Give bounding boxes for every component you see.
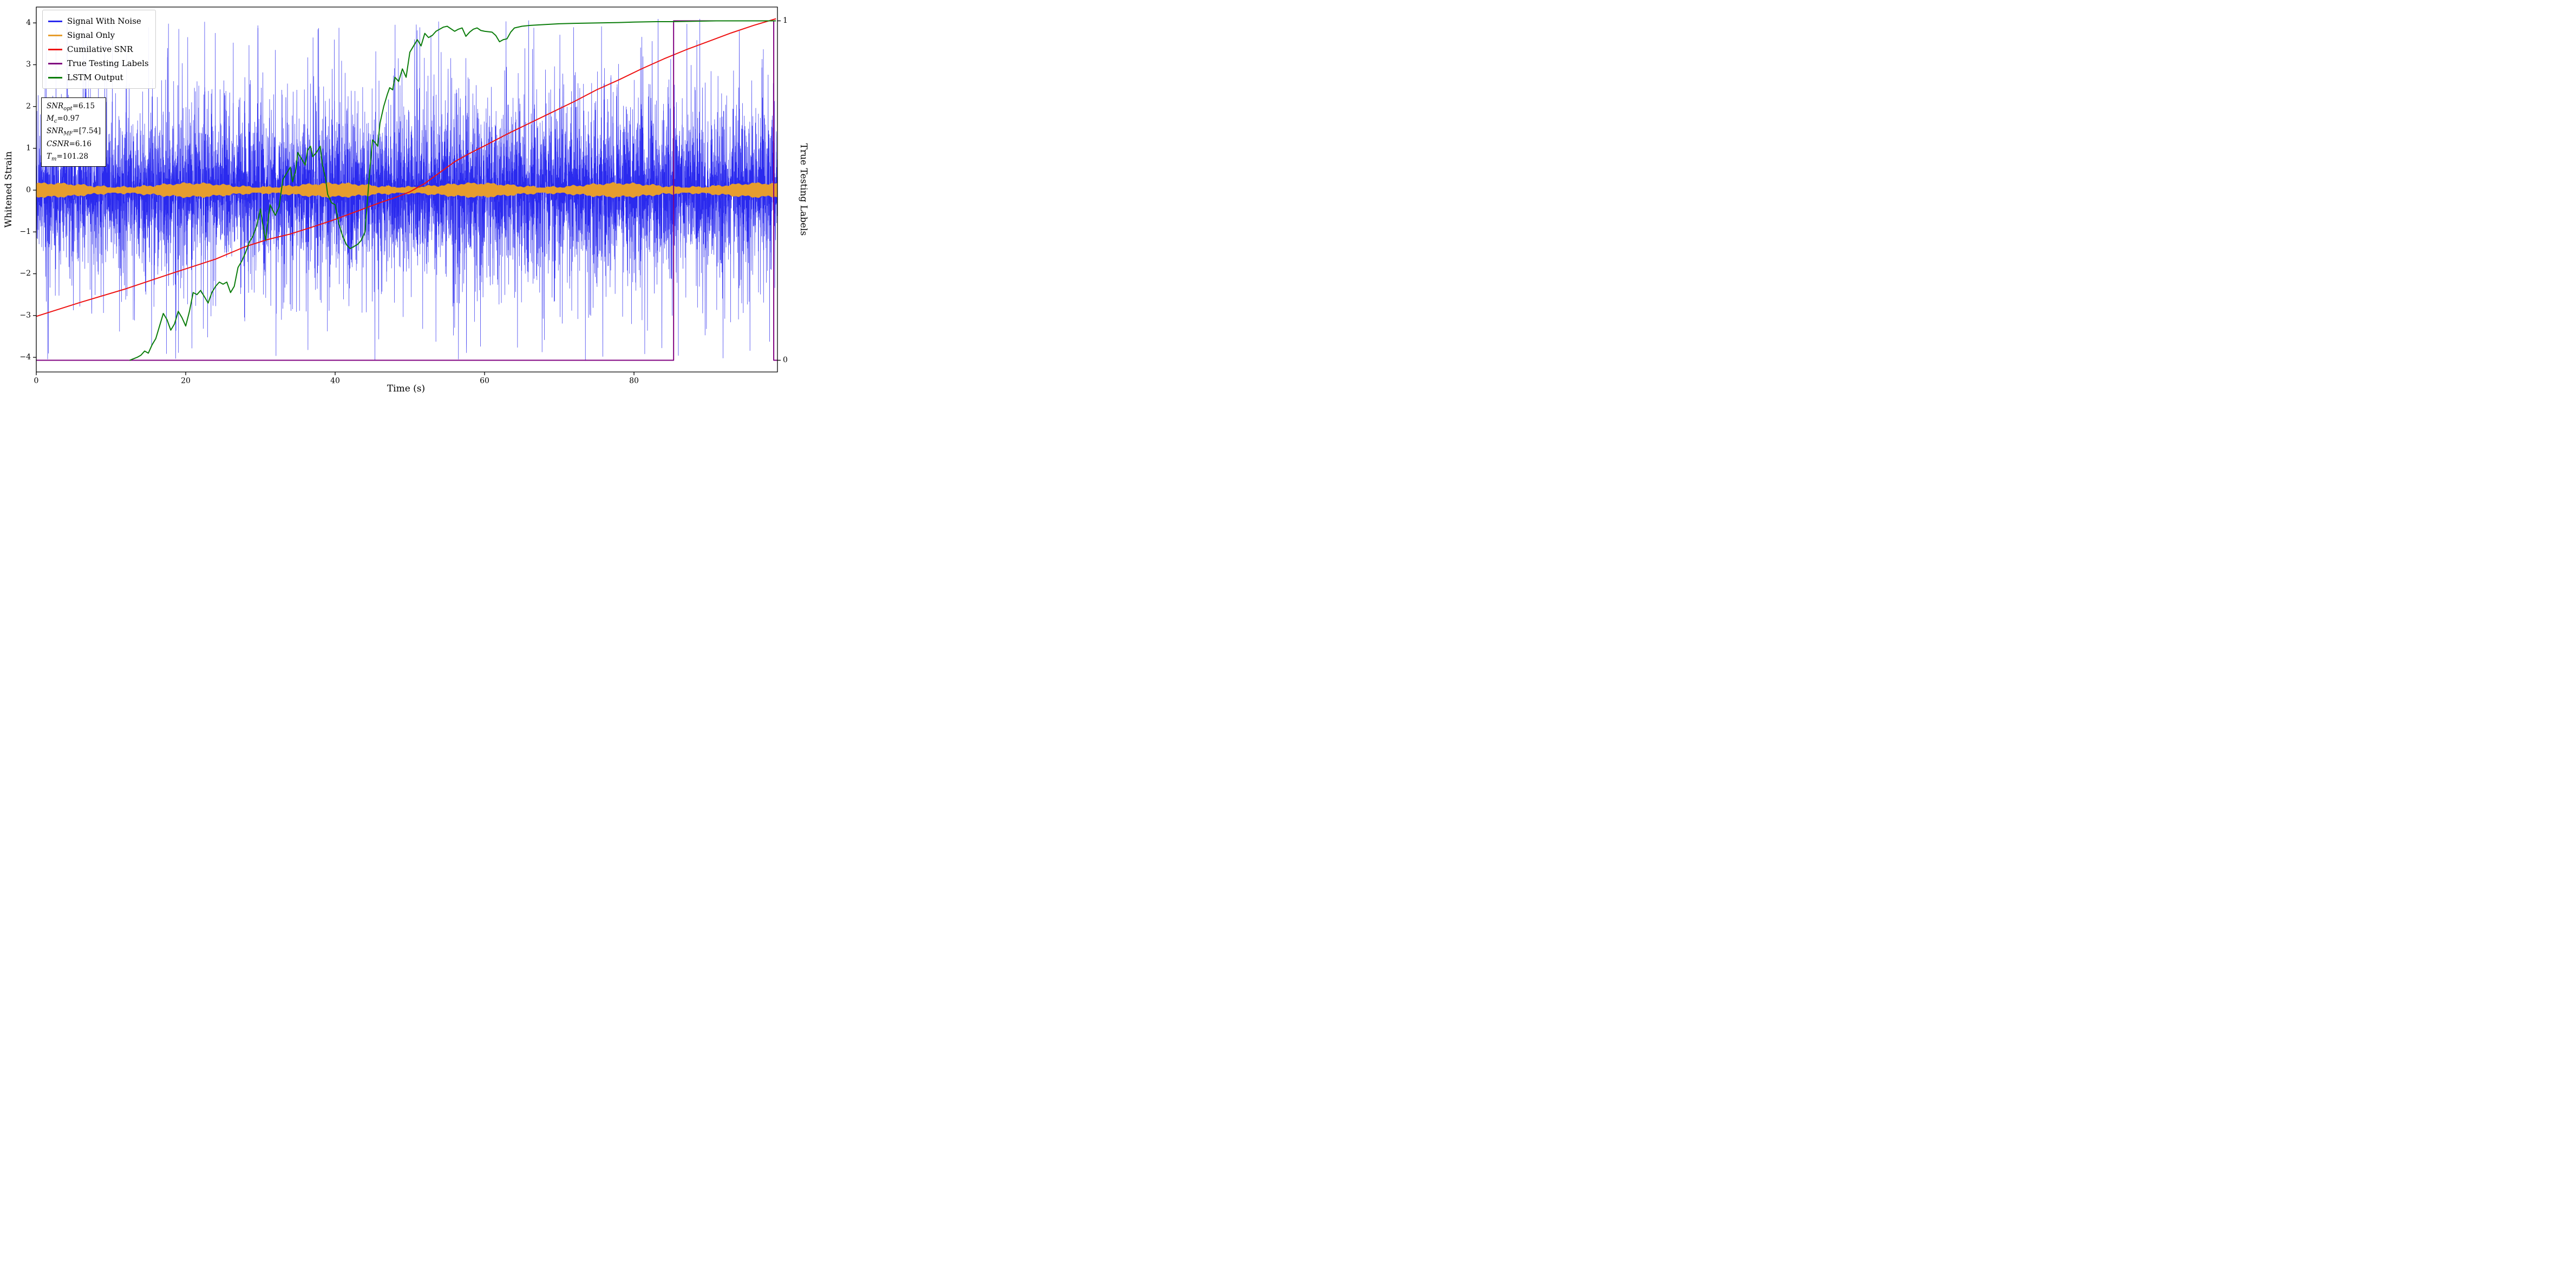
annotation-line-tm: Tm=101.28	[47, 152, 89, 162]
y-axis-label-right: True Testing Labels	[798, 143, 809, 236]
annotation-line-snr-mf: SNRMF=[7.54]	[47, 127, 101, 138]
legend-label: LSTM Output	[67, 73, 123, 82]
legend-swatch-cumulative-snr	[48, 48, 62, 50]
legend-item: Signal With Noise	[48, 14, 149, 28]
legend-label: Signal Only	[67, 30, 115, 40]
y-axis-label-left: Whitened Strain	[3, 151, 14, 228]
legend-label: Signal With Noise	[67, 16, 141, 26]
figure: Time (s) Whitened Strain True Testing La…	[0, 0, 812, 402]
x-axis-label: Time (s)	[387, 383, 426, 394]
annotation-box: SNRopt=6.15 Mc=0.97 SNRMF=[7.54] CSNR=6.…	[41, 97, 107, 167]
legend-item: True Testing Labels	[48, 56, 149, 70]
legend-swatch-true-testing-labels	[48, 62, 62, 64]
legend-item: LSTM Output	[48, 70, 149, 84]
legend-swatch-signal-only	[48, 34, 62, 36]
legend-label: True Testing Labels	[67, 58, 149, 68]
annotation-line-csnr: CSNR=6.16	[47, 139, 91, 148]
annotation-line-mc: Mc=0.97	[47, 114, 80, 125]
legend: Signal With Noise Signal Only Cumilative…	[42, 10, 156, 89]
legend-item: Signal Only	[48, 28, 149, 42]
legend-swatch-lstm-output	[48, 76, 62, 79]
legend-label: Cumilative SNR	[67, 44, 133, 54]
legend-item: Cumilative SNR	[48, 42, 149, 56]
annotation-line-snr-opt: SNRopt=6.15	[47, 102, 95, 112]
legend-swatch-signal-with-noise	[48, 20, 62, 22]
